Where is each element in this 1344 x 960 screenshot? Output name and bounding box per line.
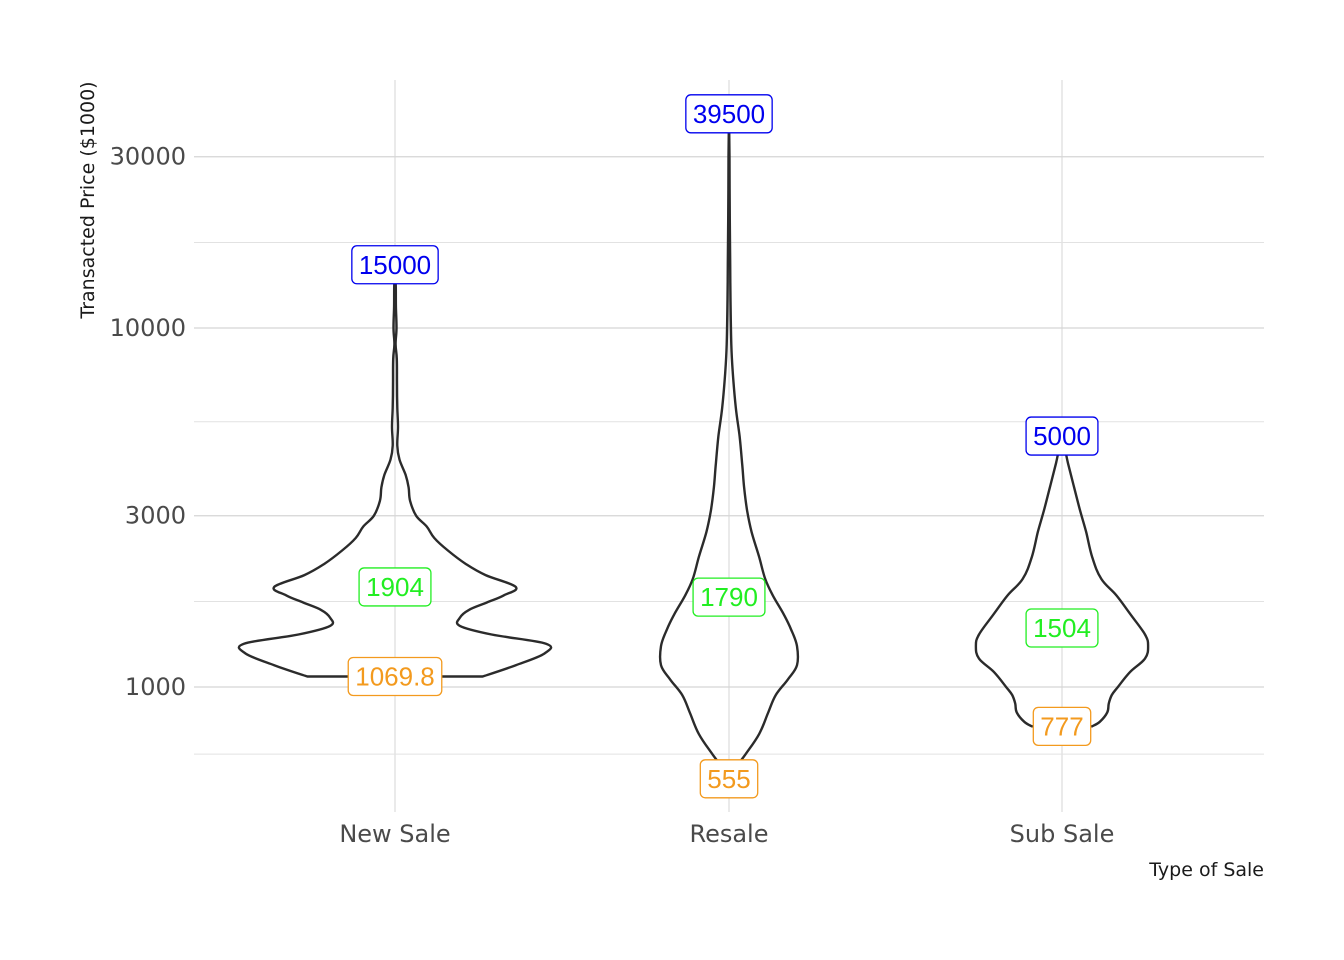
min-value-label: 777 [1032, 706, 1092, 746]
value-labels: 15000 1904 1069.8 39500 1790 555 5000 1504 777 [347, 94, 1099, 799]
y-tick-label: 30000 [110, 143, 186, 171]
y-tick-label: 10000 [110, 314, 186, 342]
svg-text:1069.8: 1069.8 [355, 661, 435, 691]
median-value-label: 1504 [1025, 608, 1099, 648]
max-value-label: 15000 [351, 245, 439, 285]
max-value-label: 5000 [1025, 416, 1099, 456]
x-tick-label: Resale [689, 820, 768, 848]
max-value-label: 39500 [685, 94, 773, 134]
min-value-label: 555 [699, 759, 759, 799]
svg-text:1790: 1790 [700, 582, 758, 612]
y-tick-label: 3000 [125, 502, 186, 530]
y-axis-title: Transacted Price ($1000) [77, 81, 99, 319]
svg-text:5000: 5000 [1033, 421, 1091, 451]
svg-text:15000: 15000 [359, 250, 431, 280]
y-tick-label: 1000 [125, 673, 186, 701]
x-tick-label: New Sale [339, 820, 450, 848]
median-value-label: 1790 [692, 577, 766, 617]
x-tick-label: Sub Sale [1010, 820, 1115, 848]
median-value-label: 1904 [358, 567, 432, 607]
svg-text:777: 777 [1040, 711, 1083, 741]
min-value-label: 1069.8 [347, 656, 443, 697]
svg-text:39500: 39500 [693, 99, 765, 129]
svg-text:1504: 1504 [1033, 613, 1091, 643]
axis-ticks: 1000 3000 10000 30000 New Sale Resale Sub Sale [110, 143, 1115, 848]
svg-text:555: 555 [707, 764, 750, 794]
svg-text:1904: 1904 [366, 572, 424, 602]
x-axis-title: Type of Sale [1148, 859, 1264, 881]
